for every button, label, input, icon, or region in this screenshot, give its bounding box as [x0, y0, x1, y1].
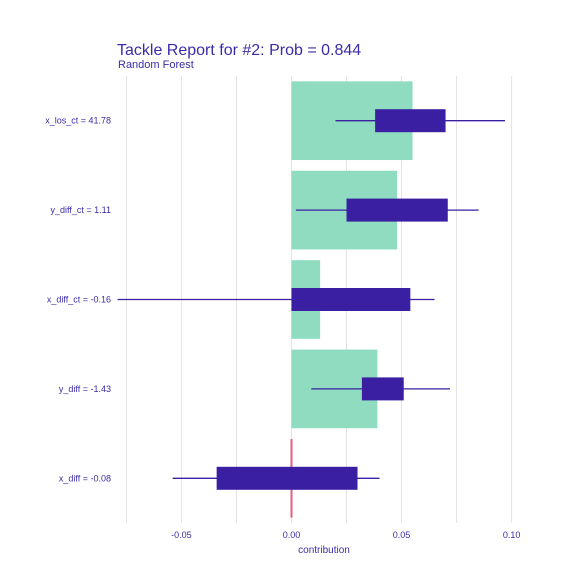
boxplot-box	[216, 466, 358, 490]
contribution-bars	[291, 81, 413, 429]
y-axis-label: x_diff = -0.08	[59, 473, 111, 483]
chart-title: Tackle Report for #2: Prob = 0.844	[117, 42, 361, 59]
boxplot-box	[375, 109, 446, 133]
x-axis-label: contribution	[298, 545, 350, 556]
x-axis-ticks: -0.05 0.00 0.05 0.10	[171, 530, 520, 540]
y-axis-labels: x_los_ct = 41.78 y_diff_ct = 1.11 x_diff_c…	[45, 116, 111, 484]
x-tick-label: -0.05	[171, 530, 192, 540]
x-tick-label: 0.10	[503, 530, 521, 540]
boxplots	[117, 109, 505, 490]
y-axis-label: y_diff = -1.43	[59, 384, 111, 394]
boxplot-box	[346, 198, 448, 222]
y-axis-label: x_los_ct = 41.78	[45, 116, 111, 126]
y-axis-label: x_diff_ct = -0.16	[47, 295, 111, 305]
y-axis-label: y_diff_ct = 1.11	[51, 205, 111, 215]
boxplot-box	[361, 377, 404, 401]
x-tick-label: 0.05	[393, 530, 411, 540]
chart-subtitle: Random Forest	[118, 59, 194, 71]
boxplot-box	[291, 288, 411, 311]
x-tick-label: 0.00	[283, 530, 301, 540]
